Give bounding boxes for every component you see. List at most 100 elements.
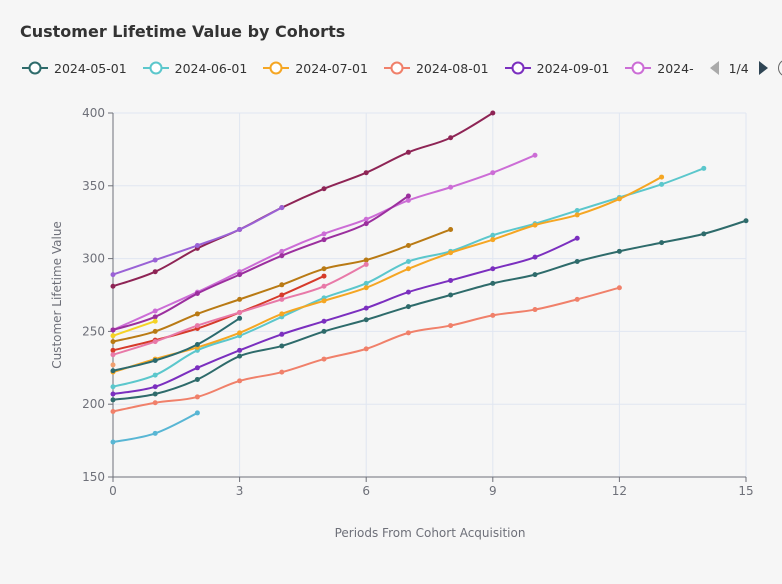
data-point [110, 439, 116, 445]
data-point [237, 378, 243, 384]
data-point [279, 292, 285, 298]
data-point [110, 384, 116, 390]
data-point [448, 323, 454, 329]
data-point [490, 312, 496, 318]
data-point [279, 253, 285, 259]
data-point [152, 430, 158, 436]
data-point [405, 259, 411, 265]
data-point [448, 184, 454, 190]
x-tick-label: 9 [489, 484, 497, 498]
data-point [194, 311, 200, 317]
data-point [363, 257, 369, 263]
data-point [110, 362, 116, 368]
data-point [321, 266, 327, 272]
data-point [152, 358, 158, 364]
data-point [194, 242, 200, 248]
data-point [405, 330, 411, 336]
data-point [321, 318, 327, 324]
data-point [110, 339, 116, 345]
data-point [110, 327, 116, 333]
data-point [659, 174, 665, 180]
data-point [363, 285, 369, 291]
legend-prev-page-icon[interactable] [709, 61, 719, 75]
data-point [701, 231, 707, 237]
data-point [279, 331, 285, 337]
series-2024-07-01 [110, 174, 665, 375]
legend-item[interactable]: 2024-06-01 [142, 61, 247, 76]
legend-symbol-icon [625, 61, 652, 75]
legend-item-label: 2024-07-01 [295, 60, 368, 76]
data-point [152, 314, 158, 320]
data-point [321, 298, 327, 304]
legend-item-label: 2024-05-01 [54, 60, 127, 76]
data-point [405, 304, 411, 310]
data-point [152, 318, 158, 324]
data-point [405, 193, 411, 199]
data-point [574, 208, 580, 214]
data-point [405, 289, 411, 295]
series-line [112, 320, 156, 337]
legend-item[interactable]: 2024-07-01 [263, 61, 368, 76]
series-line [112, 219, 747, 401]
legend-symbol-icon [383, 61, 410, 75]
data-point [152, 400, 158, 406]
data-point [110, 391, 116, 397]
data-point [110, 333, 116, 339]
data-point [616, 285, 622, 291]
data-point [448, 292, 454, 298]
data-point [237, 226, 243, 232]
data-point [237, 353, 243, 359]
legend-next-page-icon[interactable] [758, 61, 768, 75]
data-point [152, 339, 158, 345]
x-tick-label: 12 [612, 484, 627, 498]
data-point [237, 330, 243, 336]
x-tick-label: 6 [362, 484, 370, 498]
y-tick-label: 300 [82, 252, 105, 266]
data-point [279, 311, 285, 317]
data-point [321, 186, 327, 192]
legend-item[interactable]: 2024-08-01 [383, 61, 489, 76]
y-tick-label: 200 [82, 397, 105, 411]
data-point [659, 240, 665, 246]
data-point [363, 346, 369, 352]
data-point [363, 305, 369, 311]
data-point [279, 296, 285, 302]
data-point [152, 384, 158, 390]
data-point [490, 266, 496, 272]
x-tick-label: 15 [738, 484, 753, 498]
data-point [616, 196, 622, 202]
data-point [237, 296, 243, 302]
data-point [743, 218, 749, 224]
legend-item[interactable]: 2024-05-01 [22, 61, 127, 76]
series-2025-03-01 [110, 193, 411, 333]
data-point [574, 235, 580, 241]
data-point [405, 197, 411, 203]
data-point [194, 291, 200, 297]
data-point [110, 368, 116, 374]
series-2025-05-01 [110, 205, 285, 278]
legend-symbol-icon [142, 61, 169, 75]
data-point [321, 231, 327, 237]
axes: 150 200 250 300 350 400 0 3 6 9 12 15 [82, 106, 754, 498]
data-point [321, 273, 327, 279]
legend-item-label: 2024-09-01 [536, 60, 610, 76]
data-point [110, 347, 116, 353]
data-point [321, 237, 327, 243]
series-line [112, 237, 578, 395]
data-point [321, 328, 327, 334]
chart-title: Customer Lifetime Value by Cohorts [20, 22, 346, 41]
legend-symbol-icon [263, 61, 290, 75]
series-2025-08-01 [110, 410, 200, 445]
data-point [490, 232, 496, 238]
data-point [237, 309, 243, 315]
data-point [490, 237, 496, 243]
data-point [279, 369, 285, 375]
x-axis-label: Periods From Cohort Acquisition [335, 526, 526, 540]
data-point [405, 266, 411, 272]
legend-item[interactable]: 2024-09-01 [504, 60, 610, 76]
series-2025-06-01 [110, 318, 158, 339]
data-point [490, 280, 496, 286]
grid [112, 112, 747, 478]
legend-item[interactable]: 2024- [625, 61, 694, 76]
